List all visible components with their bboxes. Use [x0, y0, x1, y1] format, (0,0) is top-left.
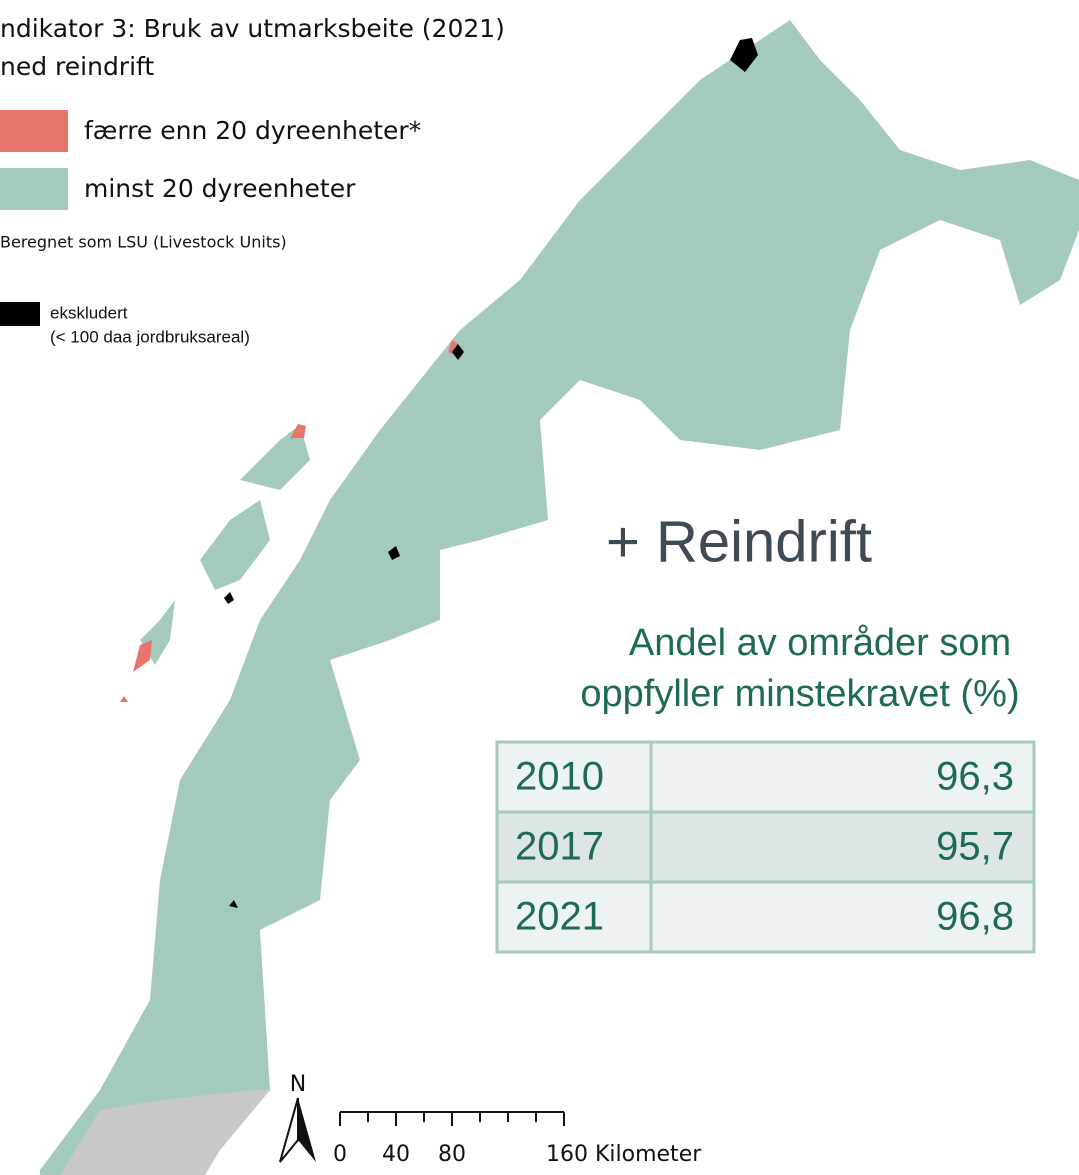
- legend-note: Beregnet som LSU (Livestock Units): [0, 233, 287, 252]
- scale-label: 40: [382, 1142, 410, 1167]
- panel-heading: + Reindrift: [606, 509, 872, 574]
- excluded-area: [229, 900, 238, 908]
- north-arrow: [298, 1098, 316, 1162]
- legend-detail: (< 100 daa jordbruksareal): [50, 327, 250, 346]
- title: ned reindrift: [0, 52, 154, 81]
- panel-subtitle: oppfyller minstekravet (%): [580, 673, 1019, 715]
- excluded-area: [388, 546, 400, 560]
- excluded-area: [730, 38, 758, 72]
- table-cell: 96,8: [936, 895, 1014, 939]
- region-low: [120, 696, 128, 702]
- legend-label: færre enn 20 dyreenheter*: [84, 116, 421, 145]
- table-row: [495, 810, 1036, 884]
- scale-label: 80: [438, 1142, 466, 1167]
- title: ndikator 3: Bruk av utmarksbeite (2021): [0, 14, 505, 43]
- land: [40, 20, 1079, 1175]
- island: [240, 425, 310, 490]
- north-arrow: [279, 1097, 299, 1163]
- table: 2010 96,3 2017 95,7 2021 96,8: [495, 740, 1036, 954]
- legend-swatch: [0, 110, 68, 152]
- legend-label: ekskludert: [50, 303, 128, 322]
- legend-swatch: [0, 302, 40, 326]
- table-cell: 95,7: [936, 825, 1014, 869]
- region-low: [133, 640, 152, 672]
- scale-label: 0: [333, 1142, 347, 1167]
- region-other: [60, 1090, 270, 1175]
- scale-label: 160 Kilometer: [546, 1142, 702, 1167]
- region: [40, 20, 1079, 1175]
- table-row: [495, 880, 1036, 954]
- legend-swatch: [0, 168, 68, 210]
- panel-subtitle: Andel av områder som: [629, 622, 1011, 664]
- north-label: N: [290, 1072, 306, 1097]
- scale-bar: [339, 1111, 565, 1126]
- excluded-area: [452, 344, 464, 360]
- table-cell: 2021: [515, 895, 604, 939]
- table-cell: 2010: [515, 755, 604, 799]
- legend-label: minst 20 dyreenheter: [84, 174, 356, 203]
- region-low: [290, 424, 306, 438]
- island: [200, 500, 270, 590]
- table-cell: 2017: [515, 825, 604, 869]
- excluded-area: [224, 592, 234, 604]
- table-cell: 96,3: [936, 755, 1014, 799]
